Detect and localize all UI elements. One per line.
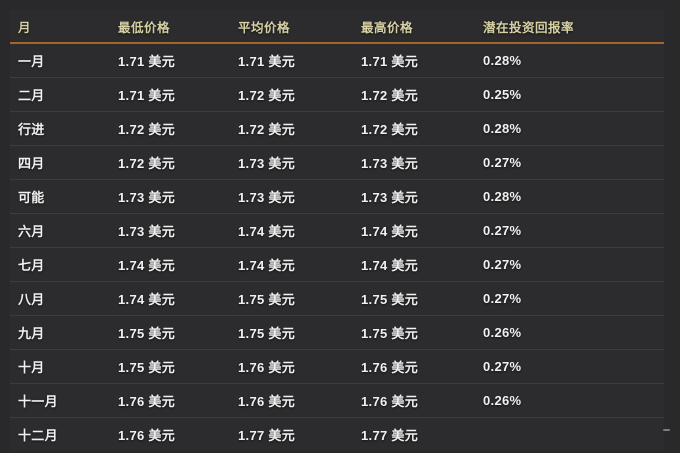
cell-roi: 0.28% <box>475 111 664 146</box>
table-row: 十月 1.75 美元 1.76 美元 1.76 美元 0.27% <box>10 349 664 384</box>
table-row: 二月 1.71 美元 1.72 美元 1.72 美元 0.25% <box>10 77 664 112</box>
cell-max: 1.75 美元 <box>353 281 475 316</box>
column-header-max-price: 最高价格 <box>353 10 475 44</box>
cell-avg: 1.75 美元 <box>230 281 353 316</box>
column-header-month: 月 <box>10 10 110 44</box>
cell-month: 行进 <box>10 111 110 146</box>
cell-month: 四月 <box>10 145 110 180</box>
table-row: 九月 1.75 美元 1.75 美元 1.75 美元 0.26% <box>10 315 664 350</box>
cell-avg: 1.77 美元 <box>238 428 296 443</box>
cell-month: 十二月 <box>18 428 58 443</box>
cell-max: 1.71 美元 <box>353 43 475 78</box>
column-header-min-price: 最低价格 <box>110 10 230 44</box>
cell-max: 1.74 美元 <box>353 247 475 282</box>
cell-max: 1.74 美元 <box>353 213 475 248</box>
cell-roi: 0.27% <box>475 281 664 316</box>
cell-avg: 1.73 美元 <box>230 145 353 180</box>
column-header-roi: 潜在投资回报率 <box>475 10 664 44</box>
table-row: 六月 1.73 美元 1.74 美元 1.74 美元 0.27% <box>10 213 664 248</box>
cell-roi: 0.27% <box>475 145 664 180</box>
table-row: 十二月 1.76 美元 1.77 美元 1.77 美元 <box>10 418 664 452</box>
stray-dash-mark <box>663 429 670 431</box>
cell-avg: 1.74 美元 <box>230 213 353 248</box>
table-row: 行进 1.72 美元 1.72 美元 1.72 美元 0.28% <box>10 111 664 146</box>
cell-month: 八月 <box>10 281 110 316</box>
column-header-avg-price: 平均价格 <box>230 10 353 44</box>
table-row: 四月 1.72 美元 1.73 美元 1.73 美元 0.27% <box>10 145 664 180</box>
cell-avg: 1.72 美元 <box>230 111 353 146</box>
cell-max: 1.77 美元 <box>361 428 419 443</box>
table-row: 可能 1.73 美元 1.73 美元 1.73 美元 0.28% <box>10 179 664 214</box>
cell-min: 1.76 美元 <box>110 383 230 418</box>
cell-avg: 1.76 美元 <box>230 349 353 384</box>
table-row: 一月 1.71 美元 1.71 美元 1.71 美元 0.28% <box>10 43 664 78</box>
cell-min: 1.75 美元 <box>110 315 230 350</box>
cell-avg: 1.72 美元 <box>230 77 353 112</box>
cell-roi: 0.26% <box>475 383 664 418</box>
cell-month: 六月 <box>10 213 110 248</box>
table-row: 十一月 1.76 美元 1.76 美元 1.76 美元 0.26% <box>10 383 664 418</box>
price-table: 月 最低价格 平均价格 最高价格 潜在投资回报率 一月 1.71 美元 1.71 美… <box>10 10 664 451</box>
cell-min: 1.74 美元 <box>110 247 230 282</box>
table-row: 七月 1.74 美元 1.74 美元 1.74 美元 0.27% <box>10 247 664 282</box>
cell-month: 二月 <box>10 77 110 112</box>
cell-max: 1.75 美元 <box>353 315 475 350</box>
cell-max: 1.73 美元 <box>353 179 475 214</box>
cell-roi: 0.27% <box>475 247 664 282</box>
table-row: 八月 1.74 美元 1.75 美元 1.75 美元 0.27% <box>10 281 664 316</box>
cell-roi: 0.28% <box>475 179 664 214</box>
cell-avg: 1.75 美元 <box>230 315 353 350</box>
cell-min: 1.74 美元 <box>110 281 230 316</box>
cell-avg: 1.74 美元 <box>230 247 353 282</box>
cell-avg: 1.76 美元 <box>230 383 353 418</box>
cell-max: 1.72 美元 <box>353 111 475 146</box>
cell-max: 1.72 美元 <box>353 77 475 112</box>
cell-month: 十一月 <box>10 383 110 418</box>
cell-avg: 1.73 美元 <box>230 179 353 214</box>
table-header: 月 最低价格 平均价格 最高价格 潜在投资回报率 <box>10 10 664 44</box>
cell-roi: 0.26% <box>475 315 664 350</box>
cell-month: 九月 <box>10 315 110 350</box>
cell-roi: 0.27% <box>475 349 664 384</box>
cell-roi <box>475 418 664 452</box>
cell-max: 1.73 美元 <box>353 145 475 180</box>
cell-month: 一月 <box>10 43 110 78</box>
cell-roi: 0.27% <box>475 213 664 248</box>
header-row: 月 最低价格 平均价格 最高价格 潜在投资回报率 <box>10 10 664 44</box>
cell-min: 1.71 美元 <box>110 43 230 78</box>
table-body: 一月 1.71 美元 1.71 美元 1.71 美元 0.28% 二月 1.71 美元 1.7… <box>10 43 664 451</box>
cell-min: 1.73 美元 <box>110 179 230 214</box>
cell-min: 1.71 美元 <box>110 77 230 112</box>
cell-avg: 1.71 美元 <box>230 43 353 78</box>
cell-min: 1.75 美元 <box>110 349 230 384</box>
cell-max: 1.76 美元 <box>353 383 475 418</box>
monthly-price-table: 月 最低价格 平均价格 最高价格 潜在投资回报率 一月 1.71 美元 1.71 美… <box>10 10 664 451</box>
cell-min: 1.73 美元 <box>110 213 230 248</box>
cell-roi: 0.25% <box>475 77 664 112</box>
cell-min: 1.72 美元 <box>110 145 230 180</box>
cell-min: 1.72 美元 <box>110 111 230 146</box>
cell-max: 1.76 美元 <box>353 349 475 384</box>
cell-min: 1.76 美元 <box>118 428 176 443</box>
cell-roi: 0.28% <box>475 43 664 78</box>
cell-month: 七月 <box>10 247 110 282</box>
cell-month: 十月 <box>10 349 110 384</box>
cell-month: 可能 <box>10 179 110 214</box>
